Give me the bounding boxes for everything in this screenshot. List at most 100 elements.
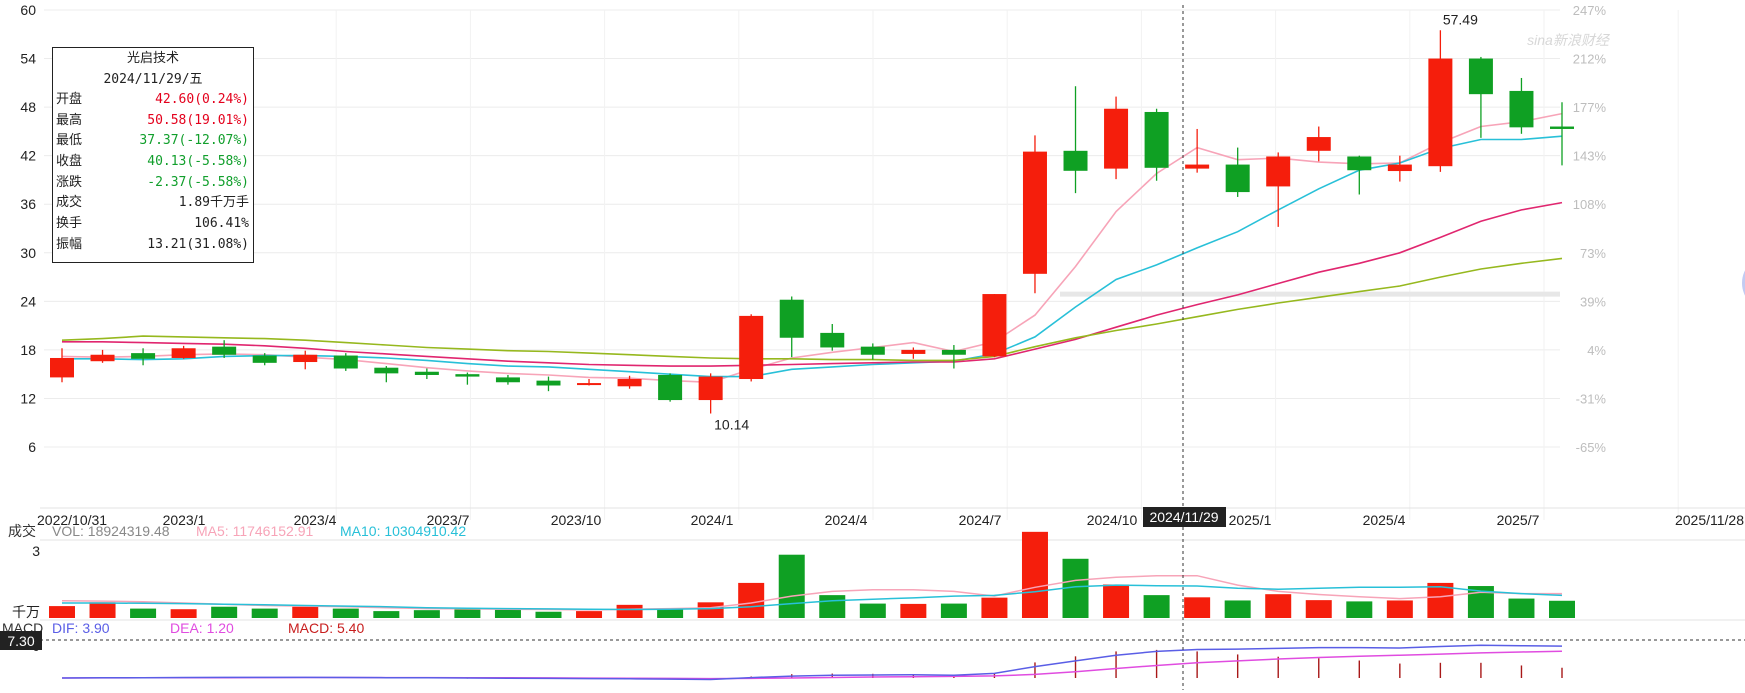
candle-body (1550, 126, 1574, 129)
tooltip-row: 涨跌 -2.37(-5.58%) (53, 173, 253, 194)
volume-bar (1103, 584, 1130, 618)
tooltip-row-label: 最高 (56, 112, 83, 128)
candle-body (860, 346, 885, 355)
tooltip-row-value: 13.21(31.08%) (147, 236, 249, 252)
candle-body (901, 349, 926, 354)
volume-bar (130, 608, 157, 618)
volume-bar (251, 608, 278, 618)
volume-bar (1549, 600, 1575, 618)
macd-legend-dea: DEA: 1.20 (170, 620, 234, 636)
volume-bar (211, 606, 238, 618)
right-tick-label: -65% (1576, 440, 1607, 455)
volume-bar (1021, 531, 1048, 618)
volume-bar (1305, 600, 1332, 618)
tooltip-row-value: 37.37(-12.07%) (139, 133, 249, 149)
scroll-handle[interactable] (1742, 255, 1745, 311)
candle-body (1185, 164, 1210, 169)
tooltip-row: 振幅 13.21(31.08%) (53, 235, 253, 256)
y-tick-label: 54 (20, 51, 36, 67)
x-tick-label: 2023/4 (294, 512, 337, 528)
tooltip-row-value: 50.58(19.01%) (147, 112, 249, 128)
candle-body (982, 294, 1007, 357)
x-tick-label: 2024/4 (825, 512, 868, 528)
high-price-label: 57.49 (1443, 11, 1478, 27)
candle-body (1225, 164, 1250, 193)
candle-body (333, 355, 358, 369)
candle-body (779, 299, 804, 338)
volume-legend-ma10: MA10: 10304910.42 (340, 523, 466, 539)
y-tick-label: 12 (20, 390, 36, 406)
candle-body (536, 380, 561, 386)
crosshair-date-box (1143, 507, 1226, 527)
tooltip-row-value: -2.37(-5.58%) (147, 174, 249, 190)
candle-body (1266, 156, 1291, 187)
tooltip-row-value: 106.41% (194, 216, 249, 232)
volume-bar (1346, 601, 1373, 618)
low-price-label: 10.14 (714, 416, 749, 432)
volume-bar (697, 602, 724, 618)
tooltip-row: 收盘 40.13(-5.58%) (53, 152, 253, 173)
x-tick-label: 2022/10/31 (37, 512, 107, 528)
macd-legend-macd: MACD: 5.40 (288, 620, 364, 636)
candle-body (1468, 58, 1493, 95)
tooltip-row-label: 涨跌 (56, 174, 83, 190)
tooltip-row-label: 换手 (56, 216, 83, 232)
tooltip-date: 2024/11/29/五 (103, 72, 203, 87)
candle-body (293, 354, 318, 363)
candle-body (1306, 137, 1331, 151)
volume-bar (170, 609, 197, 618)
right-tick-label: 247% (1573, 3, 1607, 18)
candle-body (658, 374, 683, 401)
candle-body (1387, 164, 1412, 172)
candle-body (50, 357, 74, 378)
candle-body (171, 348, 196, 358)
ma-line (62, 135, 1563, 378)
price-band (1060, 291, 1560, 297)
volume-bar (89, 602, 116, 618)
tooltip-panel: 光启技术 2024/11/29/五 开盘 42.60(0.24%) 最高 50.58(… (52, 47, 254, 263)
tooltip-row-label: 振幅 (56, 236, 83, 252)
volume-panel: 成交 VOL: 18924319.48 MA5: 11746152.91 MA10: … (8, 523, 1745, 621)
volume-bar (900, 603, 927, 618)
crosshair-date-label: 2024/11/29 (1149, 509, 1218, 525)
price-labels: 57.49 10.14 (714, 11, 1478, 432)
candle-body (739, 315, 764, 380)
candle-body (252, 355, 277, 363)
candle-body (820, 332, 845, 348)
tooltip-row-label: 最低 (56, 133, 83, 149)
volume-ma10-line (62, 584, 1563, 611)
volume-bar (981, 597, 1008, 618)
y-tick-label: 36 (20, 196, 36, 212)
candlesticks (50, 30, 1574, 414)
right-tick-label: 4% (1587, 343, 1606, 358)
right-tick-label: 143% (1573, 149, 1607, 164)
x-tick-label: 2024/7 (959, 512, 1002, 528)
crosshair-value-label: 7.30 (7, 633, 34, 649)
volume-bar (1508, 598, 1535, 618)
right-tick-label: 39% (1580, 294, 1606, 309)
candle-body (941, 349, 966, 355)
candle-body (1104, 108, 1129, 169)
tooltip-row-value: 42.60(0.24%) (155, 92, 249, 107)
candle-body (1144, 111, 1169, 168)
tooltip-row: 开盘 42.60(0.24%) (53, 90, 253, 111)
candle-body (1428, 58, 1453, 167)
macd-legend-dif: DIF: 3.90 (52, 620, 110, 636)
volume-bar (616, 604, 643, 618)
x-tick-label: 2023/7 (427, 512, 470, 528)
volume-bar (1143, 595, 1170, 618)
y-tick-label: 42 (20, 148, 36, 164)
volume-bar (413, 610, 440, 618)
volume-bar (494, 609, 521, 618)
volume-bar (859, 603, 886, 618)
candle-body (414, 371, 439, 375)
volume-bar (332, 608, 359, 618)
candle-body (1509, 90, 1534, 128)
watermark: sina新浪财经 (1527, 32, 1611, 48)
volume-bar (1427, 582, 1454, 618)
tooltip-stock-name: 光启技术 (126, 51, 179, 66)
y-tick-label: 6 (28, 439, 36, 455)
macd-dif-line (61, 644, 1563, 681)
right-tick-label: 108% (1573, 197, 1607, 212)
